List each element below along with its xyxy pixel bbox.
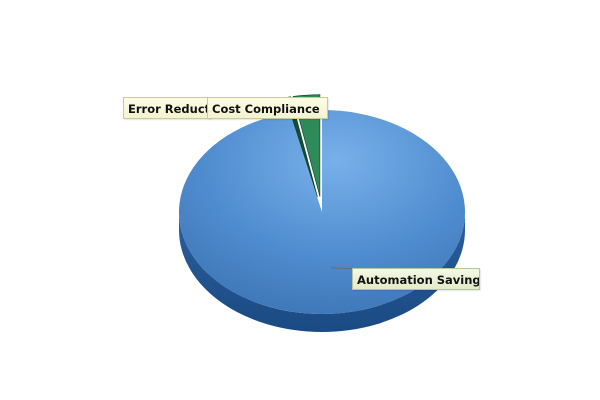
slice-label-cost-compliance: Cost Compliance xyxy=(212,102,320,116)
callout-automation-savings: Automation Savings xyxy=(352,268,480,290)
callout-cost-compliance: Cost Compliance xyxy=(207,97,328,119)
slice-label-error-reduction: Error Reduction xyxy=(128,102,211,116)
slice-automation-savings xyxy=(179,110,466,315)
side-automation-savings xyxy=(179,212,465,332)
callout-error-reduction: Error Reduction xyxy=(123,97,211,119)
slice-cost-compliance xyxy=(292,94,321,197)
slice-label-automation-savings: Automation Savings xyxy=(357,273,480,287)
